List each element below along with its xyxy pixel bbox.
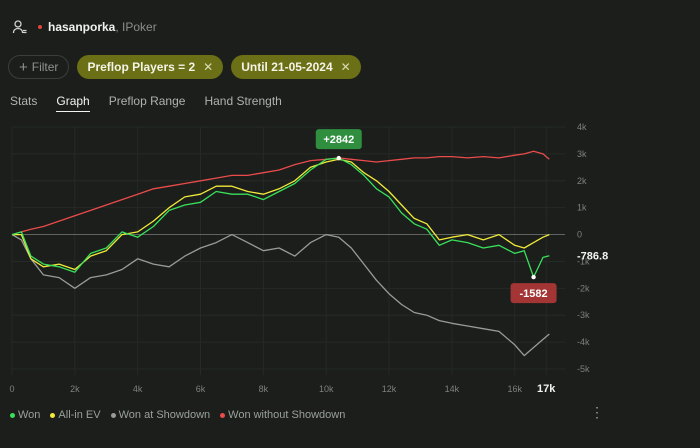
tab-graph[interactable]: Graph	[56, 94, 90, 112]
series-line-won-without-showdown	[11, 150, 550, 236]
x-tick-label: 6k	[196, 384, 206, 394]
series-line-won-at-showdown	[11, 233, 550, 357]
min-value-label: -1582	[520, 288, 548, 300]
plus-icon: +	[19, 58, 28, 76]
max-point-marker	[336, 155, 341, 161]
legend-label: Won at Showdown	[118, 409, 211, 421]
y-tick-label: -5k	[577, 364, 590, 374]
status-dot	[38, 25, 42, 29]
x-tick-label: 4k	[133, 384, 143, 394]
tab-bar: Stats Graph Preflop Range Hand Strength	[10, 94, 282, 112]
site-name: , IPoker	[115, 20, 157, 34]
legend-label: Won	[18, 409, 41, 421]
y-tick-label: -2k	[577, 283, 590, 293]
tab-stats[interactable]: Stats	[10, 94, 38, 108]
y-tick-label: -1k	[577, 256, 590, 266]
filter-chip-until-date[interactable]: Until 21-05-2024 ✕	[231, 55, 361, 79]
max-value-label: +2842	[323, 134, 354, 146]
end-value-label: -786.8	[577, 251, 608, 263]
legend-swatch	[10, 412, 15, 418]
y-tick-label: -4k	[577, 337, 590, 347]
y-tick-label: 1k	[577, 203, 587, 213]
legend-item-won[interactable]: Won	[10, 409, 40, 421]
filter-bar: + Filter Preflop Players = 2 ✕ Until 21-…	[8, 55, 361, 79]
legend-label: Won without Showdown	[228, 409, 346, 421]
close-icon[interactable]: ✕	[203, 60, 214, 74]
series-line-all-in-ev	[12, 158, 550, 271]
tab-preflop-range[interactable]: Preflop Range	[108, 94, 186, 108]
tab-hand-strength[interactable]: Hand Strength	[204, 94, 282, 108]
user-icon[interactable]	[12, 19, 28, 35]
add-filter-button[interactable]: + Filter	[8, 55, 70, 79]
y-tick-label: 2k	[577, 176, 587, 186]
legend-swatch	[110, 412, 116, 418]
legend-item-won-without-showdown[interactable]: Won without Showdown	[220, 409, 345, 421]
x-tick-label: 16k	[507, 384, 522, 394]
x-tick-label: 2k	[70, 384, 80, 394]
header: hasanporka, IPoker	[12, 16, 157, 38]
x-tick-label: 8k	[259, 384, 269, 394]
y-tick-label: 3k	[577, 149, 587, 159]
legend-item-won-at-showdown[interactable]: Won at Showdown	[110, 409, 211, 421]
x-tick-label: 14k	[445, 384, 460, 394]
x-tick-label: 10k	[319, 384, 334, 394]
close-icon[interactable]: ✕	[340, 60, 351, 74]
series-line-won	[11, 157, 550, 278]
legend-item-all-in-ev[interactable]: All-in EV	[50, 409, 101, 421]
y-tick-label: 0	[577, 230, 582, 240]
x-tick-label: 12k	[382, 384, 397, 394]
filter-chip-preflop-players[interactable]: Preflop Players = 2 ✕	[77, 55, 224, 79]
min-value-badge	[510, 283, 557, 304]
y-tick-label: 4k	[577, 122, 587, 132]
x-tick-label: 17k	[537, 383, 556, 395]
add-filter-label: Filter	[31, 60, 59, 74]
x-tick-label: 0	[9, 384, 14, 394]
filter-chip-label: Until 21-05-2024	[241, 60, 333, 74]
legend: Won All-in EV Won at Showdown Won withou…	[10, 409, 345, 421]
max-value-badge	[315, 129, 362, 150]
more-options-icon[interactable]: ⋮	[590, 404, 604, 420]
legend-label: All-in EV	[58, 409, 101, 421]
username: hasanporka	[48, 20, 116, 34]
y-tick-label: -3k	[577, 310, 590, 320]
filter-chip-label: Preflop Players = 2	[87, 60, 196, 74]
legend-swatch	[220, 412, 226, 418]
min-point-marker	[531, 274, 536, 280]
legend-swatch	[50, 412, 56, 418]
profit-graph[interactable]: 4k 3k 2k 1k 0 -1k -2k -3k -4k -5k 0 2k 4k 6k 8k 10k 12k 1…	[0, 116, 700, 400]
